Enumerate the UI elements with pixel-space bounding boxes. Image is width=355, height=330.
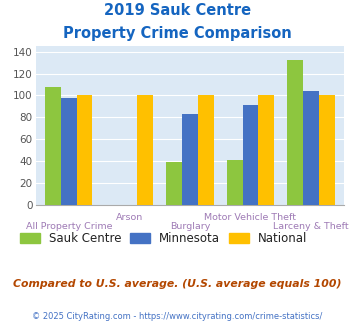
Bar [137,95,153,205]
Bar [227,160,242,205]
Text: Motor Vehicle Theft: Motor Vehicle Theft [204,213,296,222]
Text: Property Crime Comparison: Property Crime Comparison [63,26,292,41]
Text: 2019 Sauk Centre: 2019 Sauk Centre [104,3,251,18]
Text: Arson: Arson [116,213,143,222]
Bar [198,95,214,205]
Bar [182,114,198,205]
Text: © 2025 CityRating.com - https://www.cityrating.com/crime-statistics/: © 2025 CityRating.com - https://www.city… [32,312,323,321]
Bar [45,86,61,205]
Bar [288,60,303,205]
Text: All Property Crime: All Property Crime [26,222,112,231]
Text: Compared to U.S. average. (U.S. average equals 100): Compared to U.S. average. (U.S. average … [13,279,342,289]
Bar [319,95,335,205]
Bar [242,105,258,205]
Bar [77,95,92,205]
Text: Larceny & Theft: Larceny & Theft [273,222,349,231]
Text: Burglary: Burglary [170,222,210,231]
Bar [61,98,77,205]
Legend: Sauk Centre, Minnesota, National: Sauk Centre, Minnesota, National [20,232,307,245]
Bar [258,95,274,205]
Bar [166,162,182,205]
Bar [303,91,319,205]
